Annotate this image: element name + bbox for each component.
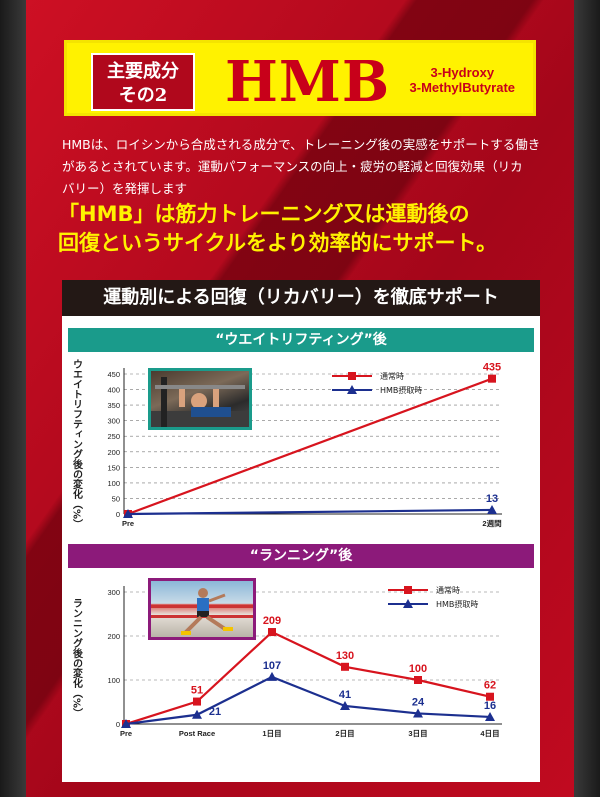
running-legend-label: 通常時 xyxy=(436,585,460,595)
running-ytick-label: 0 xyxy=(116,720,120,729)
weightlifting-legend-label: HMB摂取時 xyxy=(380,385,422,395)
weightlifting-data-label: 13 xyxy=(486,493,498,505)
running-point-normal xyxy=(414,676,422,684)
highlight-line1: 「HMB」は筋力トレーニング又は運動後の xyxy=(58,202,470,226)
runner-figure xyxy=(151,588,253,635)
weightlifting-ytick-label: 200 xyxy=(107,448,120,457)
running-xtick-label: Pre xyxy=(120,729,132,738)
highlight-line2: 回復というサイクルをより効率的にサポート。 xyxy=(58,231,498,255)
weightlifting-series-line-hmb xyxy=(127,508,493,516)
weightlifting-ytick-label: 350 xyxy=(107,401,120,410)
weightlifting-legend-label: 通常時 xyxy=(380,371,404,381)
running-ytick-label: 200 xyxy=(107,632,120,641)
running-ytick-label: 300 xyxy=(107,588,120,597)
badge-line2: その2 xyxy=(118,85,168,106)
running-xtick-label: 2日目 xyxy=(335,729,354,738)
header-banner: 主要成分 その2 HMB 3-Hydroxy 3-MethylButyrate xyxy=(64,40,536,116)
running-legend-marker xyxy=(403,599,413,608)
running-data-label: 21 xyxy=(209,706,221,718)
running-data-label: 107 xyxy=(263,660,281,672)
weightlifting-chart-title: “ウエイトリフティング”後 xyxy=(68,328,534,352)
weightlifting-ytick-label: 0 xyxy=(116,510,120,519)
weightlifting-ytick-label: 300 xyxy=(107,417,120,426)
running-series-line-normal xyxy=(125,630,491,726)
right-frame xyxy=(574,0,600,797)
subtitle-line2: 3-MethylButyrate xyxy=(409,80,515,95)
weightlifting-ytick-label: 400 xyxy=(107,386,120,395)
title-subtitle: 3-Hydroxy 3-MethylButyrate xyxy=(410,65,515,95)
running-point-normal xyxy=(193,697,201,706)
running-data-label: 24 xyxy=(412,696,425,708)
weightlifting-xtick-label: Pre xyxy=(122,519,134,528)
weightlifting-xtick-label: 2週間 xyxy=(482,519,502,528)
weightlifting-data-label: 435 xyxy=(483,362,501,374)
panel-heading: 運動別による回復（リカバリー）を徹底サポート xyxy=(62,280,540,316)
running-legend-label: HMB摂取時 xyxy=(436,599,478,609)
running-xtick-label: 3日目 xyxy=(408,729,427,738)
running-ylabel: ランニング後の変化（%） xyxy=(71,598,84,718)
weightlifting-series-line-normal xyxy=(127,377,493,516)
running-data-label: 62 xyxy=(484,680,496,692)
chart-panel: 運動別による回復（リカバリー）を徹底サポート “ウエイトリフティング”後 “ラン… xyxy=(62,280,540,782)
running-point-hmb xyxy=(267,671,277,681)
weightlifting-point-normal xyxy=(488,374,496,383)
running-xtick-label: 4日目 xyxy=(480,729,499,738)
description-line2: があるとされています。運動パフォーマンスの向上・疲労の軽減と回復効果（リカ xyxy=(62,159,523,174)
weightlifting-chart: ウエイトリフティング後の変化（%） 0 50 100 150 200 250 300 350 40… xyxy=(71,359,503,529)
weightlifting-legend-marker xyxy=(348,372,356,380)
running-series-line-hmb xyxy=(125,675,491,726)
weightlifting-ytick-label: 250 xyxy=(107,432,120,441)
weightlifting-photo xyxy=(148,368,252,430)
weightlifting-legend-marker xyxy=(347,385,357,394)
running-data-label: 209 xyxy=(263,615,281,627)
weightlifting-ylabel: ウエイトリフティング後の変化（%） xyxy=(71,359,84,529)
weightlifting-ytick-label: 100 xyxy=(107,479,120,488)
left-frame xyxy=(0,0,26,797)
running-data-label: 51 xyxy=(191,685,203,697)
badge-line1: 主要成分 xyxy=(107,61,179,82)
subtitle-line1: 3-Hydroxy xyxy=(430,65,495,80)
running-point-hmb xyxy=(413,708,423,718)
weightlifting-point-hmb xyxy=(123,509,133,518)
running-data-label: 130 xyxy=(336,650,354,662)
weightlifting-point-hmb xyxy=(487,504,497,514)
weightlifting-ytick-label: 450 xyxy=(107,370,120,379)
page-title: HMB xyxy=(225,49,391,115)
running-xtick-label: Post Race xyxy=(179,729,215,738)
ingredient-badge: 主要成分 その2 xyxy=(91,53,195,111)
running-point-hmb xyxy=(192,709,202,719)
highlight-text: 「HMB」は筋力トレーニング又は運動後の 回復というサイクルをより効率的にサポー… xyxy=(58,200,548,258)
running-point-hmb xyxy=(340,700,350,710)
running-point-hmb xyxy=(121,719,131,728)
running-legend-marker xyxy=(404,586,412,594)
running-chart-title: “ランニング”後 xyxy=(68,544,534,568)
running-xtick-label: 1日目 xyxy=(262,729,281,738)
description: HMBは、ロイシンから合成される成分で、トレーニング後の実感をサポートする働き … xyxy=(62,134,542,200)
running-data-label: 100 xyxy=(409,663,427,675)
running-point-normal xyxy=(341,662,349,671)
running-data-label: 16 xyxy=(484,700,496,712)
running-point-normal xyxy=(268,628,276,637)
running-ytick-label: 100 xyxy=(107,676,120,685)
running-data-label: 41 xyxy=(339,689,351,701)
running-chart: ランニング後の変化（%） 0 100 200 300 Pre Post Race 1日目 2日目… xyxy=(71,585,502,738)
running-point-normal xyxy=(486,692,494,701)
weightlifting-ytick-label: 50 xyxy=(112,494,120,503)
running-photo xyxy=(148,578,256,640)
running-point-hmb xyxy=(485,711,495,721)
description-line1: HMBは、ロイシンから合成される成分で、トレーニング後の実感をサポートする働き xyxy=(62,137,541,152)
weightlifter-figure xyxy=(151,377,249,427)
weightlifting-ytick-label: 150 xyxy=(107,463,120,472)
description-line3: バリー）を発揮します xyxy=(62,181,188,196)
